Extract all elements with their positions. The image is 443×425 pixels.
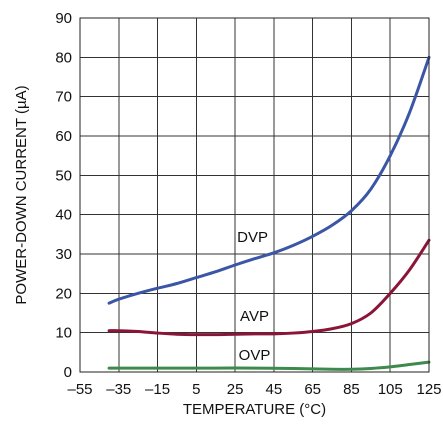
y-tick-label: 20	[55, 285, 72, 302]
y-tick-label: 80	[55, 49, 72, 66]
x-tick-label: 25	[227, 381, 244, 398]
y-tick-label: 40	[55, 207, 72, 224]
x-tick-label: –35	[106, 381, 131, 398]
x-tick-label: 45	[266, 381, 283, 398]
x-axis-title: TEMPERATURE (°C)	[183, 401, 326, 418]
series-lines	[107, 55, 431, 371]
y-tick-label: 60	[55, 128, 72, 145]
series-label-ovp: OVP	[239, 347, 271, 364]
series-line-ovp	[107, 360, 431, 371]
y-tick-label: 10	[55, 325, 72, 342]
x-tick-label: 65	[304, 381, 321, 398]
y-tick-label: 30	[55, 246, 72, 263]
x-tick-label: –15	[145, 381, 170, 398]
series-line-avp	[107, 238, 431, 337]
series-annotations: DVP AVP OVP	[237, 229, 270, 364]
y-tick-label: 90	[55, 10, 72, 27]
x-tick-label: 5	[192, 381, 200, 398]
series-line-dvp	[107, 55, 431, 305]
y-tick-label: 50	[55, 167, 72, 184]
x-tick-label: 125	[416, 381, 441, 398]
y-tick-label: 70	[55, 89, 72, 106]
x-tick-label: 85	[343, 381, 360, 398]
y-axis-title: POWER-DOWN CURRENT (µA)	[13, 85, 30, 304]
series-label-avp: AVP	[240, 308, 269, 325]
x-tick-label: 105	[378, 381, 403, 398]
y-tick-labels: 0 10 20 30 40 50 60 70 80 90	[55, 10, 72, 381]
y-tick-label: 0	[64, 364, 72, 381]
series-label-dvp: DVP	[237, 229, 268, 246]
x-tick-labels: –55 –35 –15 5 25 45 65 85 105 125	[67, 381, 441, 398]
plot-frame	[79, 17, 430, 373]
x-tick-label: –55	[67, 381, 92, 398]
